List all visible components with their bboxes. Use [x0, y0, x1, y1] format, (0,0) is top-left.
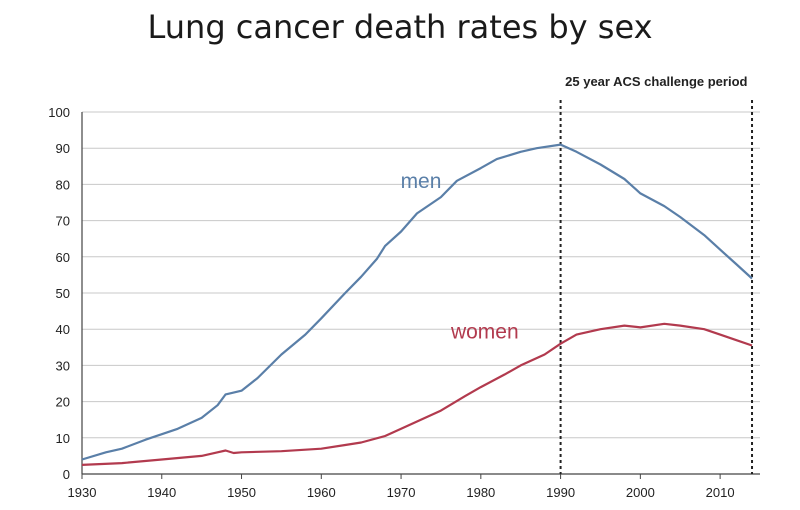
x-tick-label: 1980	[466, 485, 495, 500]
x-tick-label: 1960	[307, 485, 336, 500]
chart-title: Lung cancer death rates by sex	[147, 8, 653, 46]
series-labels: men women	[401, 170, 519, 343]
series-lines	[81, 143, 753, 466]
y-tick-label: 10	[56, 431, 70, 446]
y-tick-label: 30	[56, 358, 70, 373]
y-tick-label: 20	[56, 395, 70, 410]
axes: 0 10 20 30 40 50 60 70 80 90 100 1930 1940 1950 1960 19…	[48, 105, 760, 500]
series-line-men	[81, 143, 753, 461]
y-tick-label: 0	[63, 467, 70, 482]
y-tick-label: 60	[56, 250, 70, 265]
series-label-women: women	[450, 320, 519, 343]
y-tick-label: 70	[56, 214, 70, 229]
x-tick-label: 1970	[387, 485, 416, 500]
challenge-period-label: 25 year ACS challenge period	[565, 74, 747, 89]
y-tick-label: 100	[48, 105, 70, 120]
x-tick-label: 1950	[227, 485, 256, 500]
series-line-women	[81, 322, 753, 466]
x-tick-label: 1940	[147, 485, 176, 500]
x-tick-label: 2000	[626, 485, 655, 500]
x-tick-label: 1930	[68, 485, 97, 500]
x-tick-label: 2010	[706, 485, 735, 500]
series-label-men: men	[401, 170, 442, 193]
challenge-period-annotation: 25 year ACS challenge period	[559, 74, 754, 474]
grid-lines	[82, 111, 760, 439]
y-tick-label: 80	[56, 177, 70, 192]
y-tick-label: 90	[56, 141, 70, 156]
y-tick-label: 50	[56, 286, 70, 301]
x-tick-label: 1990	[546, 485, 575, 500]
y-tick-label: 40	[56, 322, 70, 337]
